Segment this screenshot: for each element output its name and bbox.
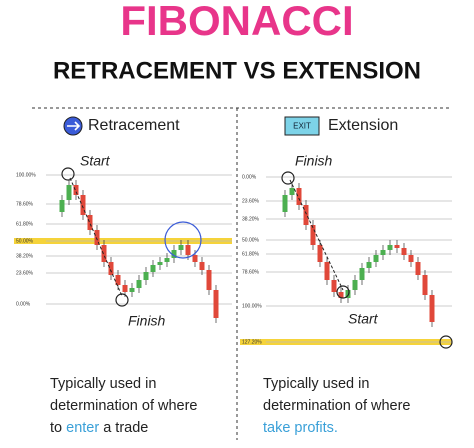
candle xyxy=(185,245,191,255)
candle xyxy=(115,275,121,285)
candle xyxy=(213,290,219,318)
candle xyxy=(73,185,79,195)
candle xyxy=(359,268,365,280)
annotation: Start xyxy=(80,153,111,169)
icon xyxy=(67,121,81,131)
candle xyxy=(206,270,212,290)
candle xyxy=(129,288,135,292)
level-label: 78.60% xyxy=(16,201,34,207)
candle xyxy=(192,255,198,262)
icon-text: EXIT xyxy=(293,122,311,131)
candle xyxy=(143,272,149,280)
candle xyxy=(122,285,128,292)
caption: Typically used in xyxy=(50,376,156,392)
icon xyxy=(284,116,320,136)
highlight: enter xyxy=(66,420,99,436)
candle xyxy=(136,280,142,288)
candle xyxy=(310,225,316,245)
marker-circle xyxy=(164,221,202,259)
candle xyxy=(171,250,177,258)
candle xyxy=(178,245,184,250)
level-label: 50.00% xyxy=(16,238,34,244)
caption: a trade xyxy=(103,420,148,436)
level-label: 38.20% xyxy=(242,216,260,222)
candle xyxy=(345,290,351,298)
candle xyxy=(415,262,421,275)
level-label: 0.00% xyxy=(16,301,31,307)
candle xyxy=(317,245,323,262)
candle xyxy=(373,255,379,262)
caption: to enter a trade xyxy=(50,420,148,436)
panel-label: Retracement xyxy=(88,117,180,134)
candle xyxy=(401,248,407,255)
caption: Typically used in xyxy=(263,376,369,392)
candle xyxy=(387,245,393,250)
candle xyxy=(150,265,156,272)
candle xyxy=(164,258,170,262)
candle xyxy=(199,262,205,270)
trend-line xyxy=(289,179,344,291)
candle xyxy=(87,215,93,230)
level-label: 100.00% xyxy=(16,172,36,178)
candle xyxy=(422,275,428,295)
annotation: Finish xyxy=(128,313,166,329)
candle xyxy=(94,230,100,245)
candle xyxy=(157,262,163,265)
title: FIBONACCI xyxy=(120,0,353,44)
candle xyxy=(101,245,107,262)
caption: determination of where xyxy=(263,398,411,414)
caption: to xyxy=(50,420,62,436)
candle xyxy=(59,200,65,212)
candle xyxy=(80,195,86,215)
candle xyxy=(366,262,372,268)
level-label: 0.00% xyxy=(242,174,257,180)
level-label: 23.60% xyxy=(242,198,260,204)
marker-circle xyxy=(336,285,350,299)
marker-circle xyxy=(115,293,129,307)
candle xyxy=(66,185,72,200)
candle xyxy=(289,188,295,195)
level-label: 61.80% xyxy=(242,251,260,257)
candle xyxy=(282,195,288,212)
level-label: 61.80% xyxy=(16,221,34,227)
candle xyxy=(108,262,114,275)
level-label: 50.00% xyxy=(242,237,260,243)
candle xyxy=(338,292,344,298)
annotation: Start xyxy=(348,311,379,327)
candle xyxy=(429,295,435,322)
level-label: 23.60% xyxy=(16,270,34,276)
candle xyxy=(324,262,330,280)
level-label: 127.20% xyxy=(242,339,262,345)
level-label: 78.60% xyxy=(242,269,260,275)
trend-line xyxy=(69,177,123,297)
candle xyxy=(296,188,302,205)
candle xyxy=(394,245,400,248)
candle xyxy=(380,250,386,255)
marker-circle xyxy=(281,171,295,185)
marker-circle xyxy=(439,335,453,349)
marker-circle xyxy=(61,167,75,181)
level-label: 100.00% xyxy=(242,303,262,309)
panel-label: Extension xyxy=(328,117,398,134)
annotation: Finish xyxy=(295,153,333,169)
highlight: take profits. xyxy=(263,420,338,436)
candle xyxy=(331,280,337,292)
candle xyxy=(408,255,414,262)
candle xyxy=(303,205,309,225)
candle xyxy=(352,280,358,290)
level-label: 38.20% xyxy=(16,253,34,259)
subtitle: RETRACEMENT VS EXTENSION xyxy=(53,57,421,84)
caption: determination of where xyxy=(50,398,198,414)
